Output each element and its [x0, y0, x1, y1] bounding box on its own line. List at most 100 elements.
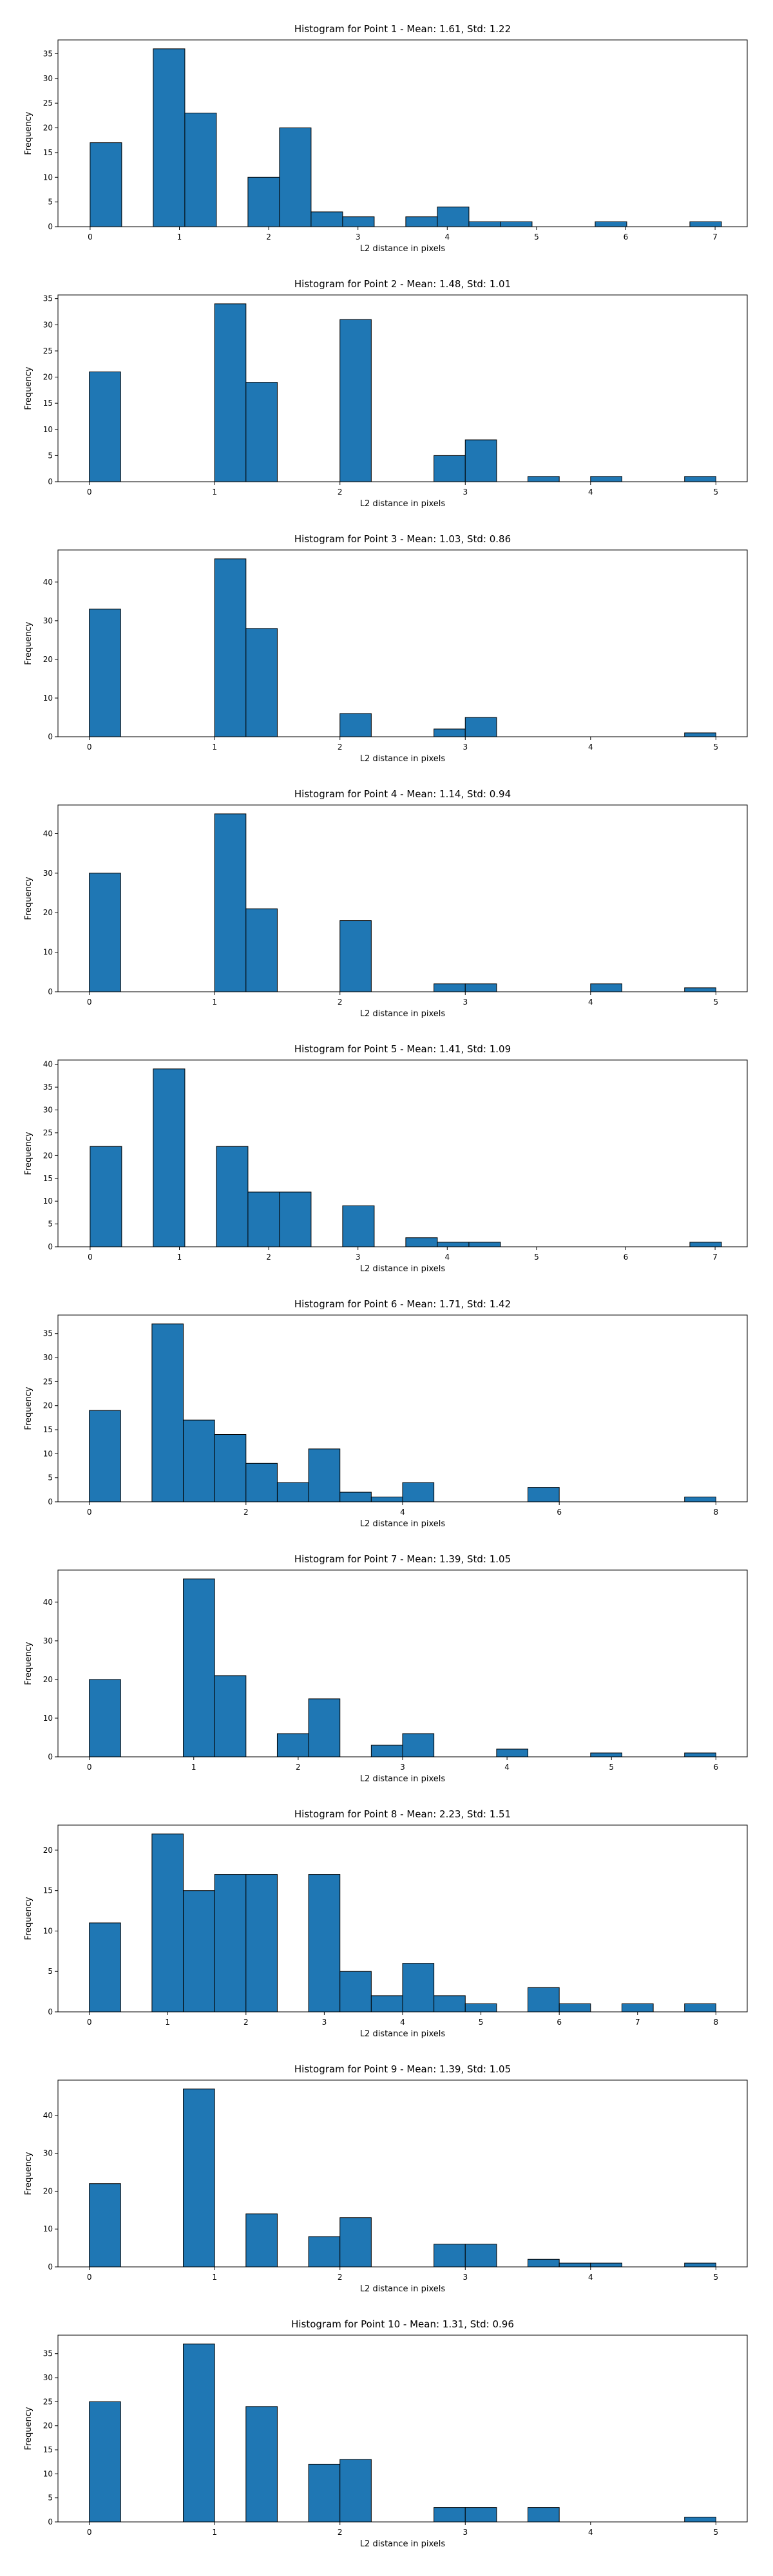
x-tick-label: 1 — [212, 2528, 217, 2537]
y-axis-label: Frequency — [24, 2407, 33, 2450]
histogram-bar — [247, 1191, 280, 1247]
y-tick-label: 30 — [43, 2149, 53, 2158]
y-tick-label: 30 — [43, 869, 53, 878]
x-tick-label: 6 — [624, 232, 629, 242]
histogram-bar — [245, 382, 278, 482]
histogram-bar — [308, 1698, 341, 1757]
x-tick-label: 3 — [400, 1763, 405, 1772]
histogram-panel: Histogram for Point 1 - Mean: 1.61, Std:… — [0, 0, 773, 255]
x-tick-label: 5 — [714, 998, 719, 1007]
y-tick-label: 20 — [43, 2421, 53, 2430]
histogram-bar — [89, 2183, 121, 2268]
histogram-bar — [89, 873, 121, 992]
histogram-bar — [684, 2517, 716, 2523]
histogram-bar — [214, 1675, 247, 1757]
y-tick-label: 40 — [43, 578, 53, 587]
histogram-bar — [434, 2507, 466, 2523]
plot-frame — [57, 1569, 748, 1757]
y-tick-label: 0 — [48, 2262, 53, 2271]
histogram-bar — [339, 1971, 372, 2012]
x-tick-label: 8 — [714, 1508, 719, 1517]
histogram-bar — [684, 476, 716, 482]
chart-title: Histogram for Point 4 - Mean: 1.14, Std:… — [294, 788, 511, 800]
x-tick-label: 5 — [714, 488, 719, 497]
x-tick-label: 6 — [714, 1763, 719, 1772]
y-tick-label: 15 — [43, 1174, 53, 1183]
y-tick-label: 20 — [43, 373, 53, 382]
histogram-plot: Histogram for Point 10 - Mean: 1.31, Std… — [24, 2318, 748, 2549]
plot-frame — [57, 1059, 748, 1247]
histogram-bar — [684, 732, 716, 737]
histogram-bar — [370, 1497, 403, 1502]
x-tick-label: 4 — [588, 998, 593, 1007]
histogram-plot: Histogram for Point 7 - Mean: 1.39, Std:… — [24, 1553, 748, 1784]
x-tick-label: 5 — [609, 1763, 614, 1772]
y-tick-label: 0 — [48, 1497, 53, 1506]
histogram-bar — [279, 128, 312, 227]
x-tick-label: 1 — [212, 743, 217, 752]
x-tick-label: 6 — [624, 1253, 629, 1262]
x-tick-label: 5 — [714, 2528, 719, 2537]
x-tick-label: 2 — [296, 1763, 301, 1772]
x-tick-label: 0 — [88, 1253, 93, 1262]
histogram-plot: Histogram for Point 1 - Mean: 1.61, Std:… — [24, 23, 748, 254]
histogram-bar — [405, 216, 438, 227]
x-tick-label: 4 — [444, 232, 450, 242]
y-tick-label: 10 — [43, 948, 53, 957]
x-tick-label: 0 — [87, 1763, 92, 1772]
histogram-bar — [437, 1242, 470, 1247]
x-tick-label: 6 — [557, 1508, 562, 1517]
x-tick-label: 0 — [87, 2528, 92, 2537]
y-tick-label: 5 — [48, 1473, 53, 1482]
histogram-bar — [279, 1191, 312, 1247]
y-tick-label: 15 — [43, 399, 53, 408]
x-tick-label: 1 — [191, 1763, 196, 1772]
histogram-bar — [89, 371, 121, 482]
y-tick-label: 25 — [43, 1377, 53, 1386]
y-axis-label: Frequency — [24, 2152, 33, 2195]
y-tick-label: 35 — [43, 49, 53, 58]
histogram-bar — [89, 609, 121, 737]
histogram-bar — [89, 1410, 121, 1502]
x-tick-label: 1 — [212, 2273, 217, 2282]
x-tick-label: 4 — [588, 2273, 593, 2282]
histogram-bar — [590, 983, 622, 992]
histogram-bar — [216, 1146, 249, 1247]
y-tick-label: 35 — [43, 294, 53, 303]
histogram-bar — [247, 176, 280, 227]
histogram-plot: Histogram for Point 2 - Mean: 1.48, Std:… — [24, 278, 748, 509]
histogram-bar — [214, 303, 247, 482]
x-tick-label: 2 — [266, 232, 271, 242]
histogram-bar — [434, 455, 466, 482]
histogram-bar — [684, 1752, 716, 1757]
histogram-bar — [153, 48, 186, 227]
y-axis-label: Frequency — [24, 876, 33, 920]
histogram-bar — [214, 558, 247, 737]
histogram-bar — [689, 221, 722, 227]
histogram-bar — [151, 1323, 184, 1502]
y-tick-label: 30 — [43, 1636, 53, 1645]
y-tick-label: 30 — [43, 74, 53, 83]
y-tick-label: 10 — [43, 1197, 53, 1206]
x-tick-label: 3 — [463, 488, 468, 497]
histogram-bar — [308, 2463, 341, 2523]
histogram-bar — [308, 1874, 341, 2012]
x-axis-label: L2 distance in pixels — [360, 1264, 446, 1274]
histogram-bar — [528, 1987, 560, 2012]
histogram-bar — [434, 728, 466, 737]
histogram-bar — [558, 2003, 591, 2012]
y-tick-label: 30 — [43, 1353, 53, 1362]
y-tick-label: 10 — [43, 1926, 53, 1935]
histogram-bar — [464, 983, 497, 992]
histogram-bar — [276, 1482, 309, 1502]
plot-frame — [57, 2334, 748, 2523]
histogram-plot: Histogram for Point 4 - Mean: 1.14, Std:… — [24, 788, 748, 1019]
x-tick-label: 5 — [479, 2018, 484, 2027]
x-tick-label: 5 — [534, 232, 539, 242]
x-axis-label: L2 distance in pixels — [360, 499, 446, 509]
x-axis-label: L2 distance in pixels — [360, 2284, 446, 2294]
histogram-bar — [339, 920, 372, 992]
x-tick-label: 4 — [588, 488, 593, 497]
x-axis-label: L2 distance in pixels — [360, 1009, 446, 1019]
histogram-bar — [468, 221, 501, 227]
